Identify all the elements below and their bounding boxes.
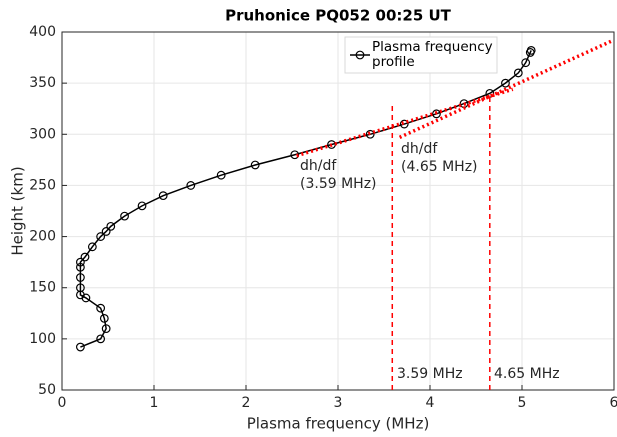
y-tick-label: 200 [29,229,56,245]
annotation: 3.59 MHz [397,366,463,382]
annotation: (4.65 MHz) [401,159,478,175]
annotation: dh/df [300,158,337,174]
annotation: 4.65 MHz [494,366,560,382]
x-axis-label: Plasma frequency (MHz) [247,415,430,433]
data-point [120,211,129,221]
data-point [75,273,85,282]
data-point [216,170,226,180]
y-tick-label: 350 [29,75,56,91]
y-tick-label: 250 [29,177,56,193]
data-point [158,191,168,201]
x-tick-label: 2 [242,395,251,411]
data-point [290,150,300,160]
data-point [513,68,523,78]
data-point [432,109,441,119]
data-point [250,160,260,170]
data-point [137,201,147,211]
data-point [75,257,85,267]
x-tick-label: 1 [150,395,159,411]
annotation: dh/df [401,141,438,157]
data-point [75,262,85,272]
data-point [75,283,85,293]
plot-frame [61,31,615,391]
legend-label: Plasma frequency profile [372,39,493,70]
tangent-line [398,39,612,139]
x-tick-label: 4 [426,395,435,411]
data-point [101,324,111,334]
data-point [101,227,111,236]
y-tick-label: 400 [29,24,56,40]
y-tick-label: 50 [38,382,56,398]
data-point [521,58,531,68]
data-point [75,342,85,352]
x-tick-label: 6 [610,395,617,411]
data-point [501,78,510,88]
data-point [96,334,106,344]
y-tick-label: 150 [29,280,56,296]
data-line [79,50,532,348]
data-point [96,232,106,241]
data-point [399,119,409,129]
legend-box [344,36,498,74]
x-tick-label: 0 [58,395,67,411]
data-point [365,129,375,139]
chart-title: Pruhonice PQ052 00:25 UT [225,7,452,25]
x-tick-label: 3 [334,395,343,411]
data-point [526,46,536,55]
data-point [106,221,116,231]
data-point [99,314,109,323]
y-tick-label: 300 [29,126,56,142]
data-point [186,181,196,190]
data-point [80,252,90,262]
annotation: (3.59 MHz) [300,176,377,192]
y-axis-label: Height (km) [9,166,27,255]
y-tick-label: 100 [29,331,56,347]
data-point [96,303,106,313]
legend-marker [355,50,365,60]
x-tick-label: 5 [518,395,527,411]
data-point [87,242,97,252]
